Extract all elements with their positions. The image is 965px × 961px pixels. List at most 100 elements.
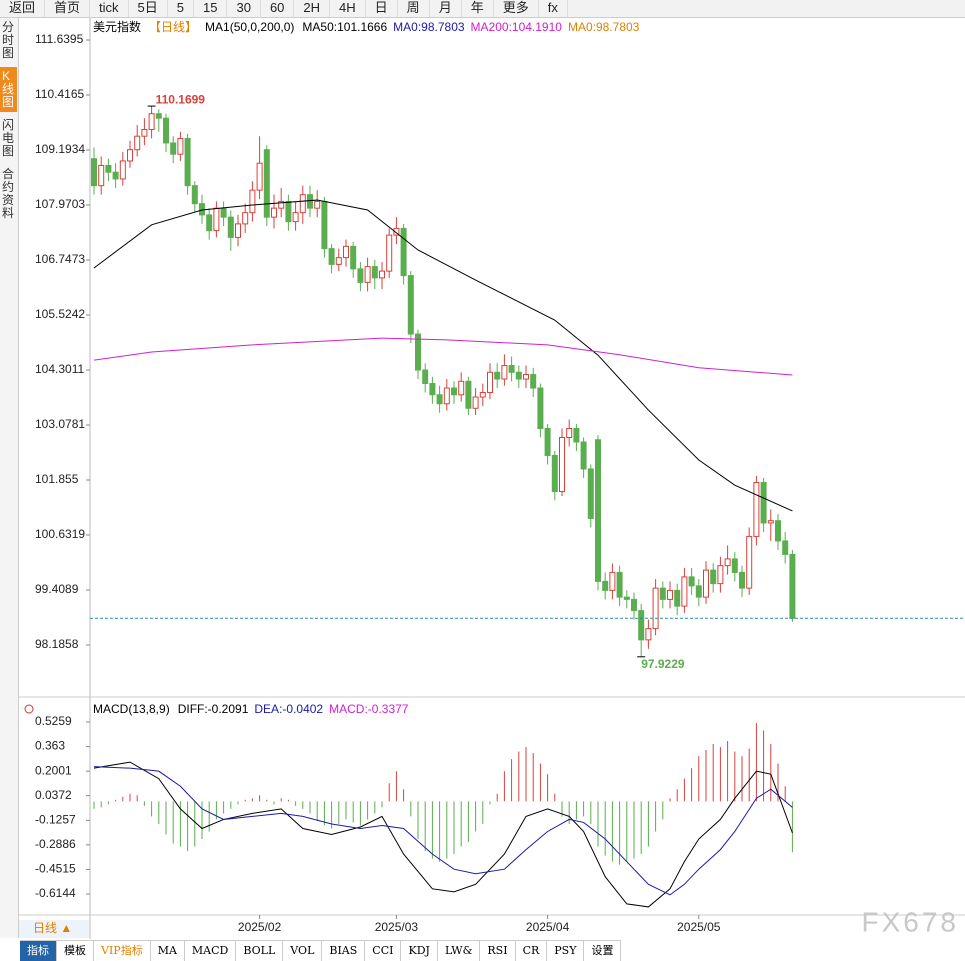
toolbar-button[interactable]: 2H [294,0,331,17]
legend-item: MA0:98.7803 [568,20,640,34]
indicator-tab[interactable]: CR [516,941,548,961]
candle-body [127,149,133,162]
candle-body [760,481,767,524]
x-tick-label: 2025/05 [677,920,721,934]
candle-body [328,248,335,265]
indicator-tab[interactable]: MACD [185,941,237,961]
indicator-tab[interactable]: 指标 [20,941,57,961]
toolbar-button[interactable]: 15 [194,0,228,17]
y-tick-label: 0.5259 [35,714,72,728]
candle-body [652,587,659,630]
side-tab[interactable]: 分时图 [2,20,15,60]
legend-item: DIFF:-0.2091 [178,702,249,716]
side-tab[interactable]: 合约资料 [2,167,15,220]
candle-body [638,610,645,641]
toolbar-button[interactable]: 首页 [45,0,91,17]
toolbar-button[interactable]: 日 [366,0,398,17]
candle-body [227,216,234,238]
y-tick-label: 104.3011 [35,362,84,376]
toolbar-button[interactable]: 年 [462,0,494,17]
candle-body [242,212,249,225]
indicator-tab[interactable]: BOLL [236,941,284,961]
side-tab[interactable]: K线图 [0,67,17,112]
candle-body [602,580,609,591]
candle-body [767,520,774,524]
indicator-tab[interactable]: KDJ [401,941,438,961]
candle-body [141,128,148,137]
x-tick-label: 2025/02 [238,920,282,934]
candle-body [717,565,724,585]
indicator-tab[interactable]: PSY [547,941,585,961]
candle-body [235,223,241,238]
candle-body [134,135,141,151]
toolbar-button[interactable]: 更多 [494,0,539,17]
period-box[interactable] [19,920,89,938]
candle-body [703,569,709,598]
candle-body [155,113,162,119]
toolbar-button[interactable]: 5 [168,0,194,17]
candle-body [559,436,565,492]
candle-body [307,194,313,209]
indicator-tab[interactable]: 设置 [584,941,622,961]
candle-body [314,200,321,209]
candle-body [695,585,702,598]
toolbar-button[interactable]: 30 [227,0,261,17]
y-tick-label: 0.2001 [35,763,72,777]
indicator-tab[interactable]: MA [151,941,185,961]
candle-body [407,275,414,335]
indicator-tab[interactable]: CCI [365,941,402,961]
toolbar-button[interactable]: 周 [398,0,430,17]
legend-item: MA50:101.1666 [302,20,387,34]
candle-body [321,200,328,250]
indicator-tab[interactable]: BIAS [322,941,366,961]
y-tick-label: 98.1858 [35,637,79,651]
side-tab[interactable]: 闪电图 [2,118,15,158]
candle-body [544,428,551,456]
y-tick-label: 109.1934 [35,142,85,156]
indicator-tab[interactable]: 模板 [57,941,94,961]
candle-body [681,576,688,607]
candle-body [515,371,522,380]
toolbar-button[interactable]: 4H [330,0,366,17]
candle-body [371,266,378,279]
candle-body [739,571,745,589]
toolbar-button[interactable]: fx [539,0,568,17]
indicator-tab[interactable]: VIP指标 [94,941,151,961]
candle-body [724,558,731,567]
candle-body [199,203,205,216]
candle-body [112,171,119,180]
settings-icon[interactable] [24,704,34,714]
legend-item: DEA:-0.0402 [254,702,323,716]
candle-body [386,234,393,272]
toolbar-button[interactable]: tick [90,0,129,17]
indicator-tab[interactable]: RSI [480,941,516,961]
candle-body [782,540,789,555]
y-tick-label: -0.2886 [35,837,76,851]
candle-body [710,569,717,585]
candle-body [645,628,652,641]
candle-body [494,371,501,380]
candle-body [616,571,623,598]
period[interactable]: 日线 ▲ [33,921,72,935]
legend-item: MA200:104.1910 [471,20,563,34]
candle-body [429,383,436,396]
toolbar-button[interactable]: 60 [261,0,295,17]
candle-body [170,142,177,155]
y-tick-label: -0.1257 [35,812,76,826]
candle-body [688,576,695,587]
indicator-tab[interactable]: LW& [438,941,481,961]
candle-body [148,113,155,130]
candle-body [350,245,357,270]
candle-body [530,374,537,389]
candle-body [263,149,270,218]
toolbar-button[interactable]: 返回 [0,0,46,17]
indicator-tab[interactable]: VOL [283,941,323,961]
toolbar-button[interactable]: 5日 [129,0,168,17]
candle-body [393,227,400,236]
candle-body [753,481,760,537]
candle-body [472,396,479,409]
toolbar-button[interactable]: 月 [430,0,462,17]
candle-body [789,553,796,619]
candle-body [537,387,544,430]
indicator-tabs: 指标 模板 VIP指标 MA MACD BOLL VOL BIAS CCI KDJ LW& RSI CR… [20,940,622,961]
